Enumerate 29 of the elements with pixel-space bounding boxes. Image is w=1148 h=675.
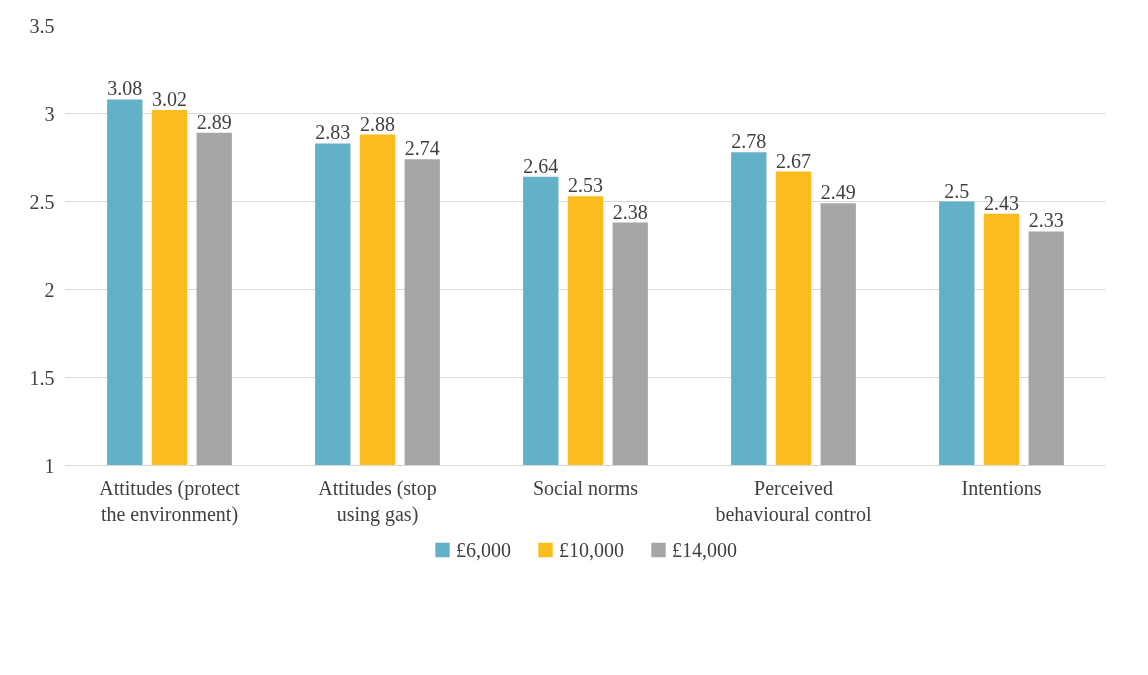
data-label: 2.33 [1028,209,1064,232]
data-label: 2.88 [360,112,395,135]
data-label: 3.02 [152,87,187,110]
y-tick-label: 3.5 [29,14,55,37]
y-tick-label: 2.5 [29,190,55,213]
legend-label: £10,000 [559,538,624,561]
x-tick-label: Attitudes (stop using gas) [318,476,437,526]
data-label: 3.08 [107,77,143,100]
data-label: 2.67 [776,149,811,172]
data-label: 2.78 [731,130,767,153]
legend-label: £6,000 [456,538,511,561]
y-tick-label: 1 [44,454,55,477]
x-tick-label: Intentions [961,476,1042,499]
data-label: 2.89 [196,110,232,133]
data-label: 2.49 [820,181,856,204]
x-tick-label: Perceived behavioural control [715,476,872,525]
data-label: 2.74 [404,137,440,160]
legend-label: £14,000 [672,538,737,561]
y-tick-label: 2 [44,278,55,301]
x-tick-label: Social norms [533,476,639,499]
y-tick-label: 3 [44,102,55,125]
y-tick-label: 1.5 [29,366,55,389]
data-label: 2.43 [984,191,1019,214]
data-label: 2.5 [944,179,970,202]
data-label: 2.64 [523,154,559,177]
data-label: 2.83 [315,121,351,144]
x-tick-label: Attitudes (protect the environment) [99,476,241,526]
data-label: 2.53 [568,174,603,197]
data-label: 2.38 [612,200,648,223]
